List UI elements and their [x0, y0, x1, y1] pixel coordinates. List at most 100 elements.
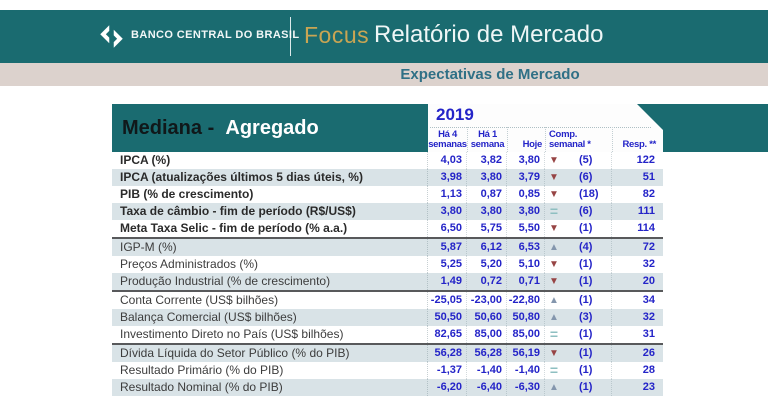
value-4-weeks-ago: -25,05 [428, 292, 467, 309]
value-1-week-ago: -1,40 [467, 362, 507, 379]
table-row: Taxa de câmbio - fim de período (R$/US$)… [112, 203, 663, 220]
weekly-comparison-count: (18) [567, 186, 612, 203]
value-today: 3,80 [507, 152, 545, 169]
value-today: 85,00 [507, 326, 545, 343]
value-4-weeks-ago: -6,20 [428, 379, 467, 396]
weekly-comparison-count: (3) [567, 309, 612, 326]
table-row: IPCA (atualizações últimos 5 dias úteis,… [112, 169, 663, 186]
table-row: Preços Administrados (%) 5,25 5,20 5,10 ▼ (1)… [112, 256, 663, 273]
value-today: 6,53 [507, 239, 545, 256]
table-row: Meta Taxa Selic - fim de período (% a.a.… [112, 220, 663, 237]
table-row: Investimento Direto no País (US$ bilhões… [112, 326, 663, 343]
respondents-count: 31 [642, 328, 655, 340]
table-header-band: Mediana - Agregado 2019 Há 4 semanas Há … [112, 104, 768, 152]
trend-down-icon: ▼ [549, 276, 559, 287]
table-row: Dívida Líquida do Setor Público (% do PI… [112, 345, 663, 362]
value-today: -22,80 [507, 292, 545, 309]
value-4-weeks-ago: 50,50 [428, 309, 467, 326]
table-title-median: Mediana - [122, 117, 215, 139]
trend-up-icon: ▲ [549, 295, 559, 306]
value-1-week-ago: 3,80 [467, 169, 507, 186]
col-header-weekly-comparison: Comp. semanal * [545, 127, 612, 152]
value-1-week-ago: 5,75 [467, 220, 507, 237]
table-row: IGP-M (%) 5,87 6,12 6,53 ▲ (4) 72 [112, 239, 663, 256]
trend-up-icon: ▲ [549, 242, 559, 253]
weekly-comparison-count: (4) [567, 239, 612, 256]
group-separator [112, 343, 663, 345]
value-today: 0,71 [507, 273, 545, 290]
value-4-weeks-ago: 1,49 [428, 273, 467, 290]
respondents-count: 26 [642, 347, 655, 359]
indicator-label: IPCA (atualizações últimos 5 dias úteis,… [112, 169, 428, 186]
value-today: 3,80 [507, 203, 545, 220]
col-header-respondents: Resp. ** [612, 127, 663, 152]
trend-up-icon: ▲ [549, 382, 559, 393]
value-1-week-ago: 0,72 [467, 273, 507, 290]
respondents-count: 72 [642, 241, 655, 253]
top-header-bar: BANCO CENTRAL DO BRASIL Focus Relatório … [0, 10, 768, 63]
value-4-weeks-ago: 3,80 [428, 203, 467, 220]
value-4-weeks-ago: 5,25 [428, 256, 467, 273]
report-title: Relatório de Mercado [374, 21, 604, 48]
bank-name: BANCO CENTRAL DO BRASIL [131, 29, 300, 41]
indicator-label: IPCA (%) [112, 152, 428, 169]
respondents-count: 32 [642, 311, 655, 323]
value-1-week-ago: 3,80 [467, 203, 507, 220]
weekly-comparison-count: (1) [567, 362, 612, 379]
value-today: 56,19 [507, 345, 545, 362]
trend-down-icon: ▼ [549, 223, 559, 234]
table-body: IPCA (%) 4,03 3,82 3,80 ▼ (5) 122 IPCA (atualiz… [112, 152, 663, 396]
respondents-count: 51 [642, 171, 655, 183]
value-4-weeks-ago: 3,98 [428, 169, 467, 186]
value-today: 5,10 [507, 256, 545, 273]
indicator-label: Preços Administrados (%) [112, 256, 428, 273]
table-row: IPCA (%) 4,03 3,82 3,80 ▼ (5) 122 [112, 152, 663, 169]
table-row: Balança Comercial (US$ bilhões) 50,50 50,6… [112, 309, 663, 326]
value-4-weeks-ago: 1,13 [428, 186, 467, 203]
value-1-week-ago: 85,00 [467, 326, 507, 343]
respondents-count: 32 [642, 258, 655, 270]
trend-down-icon: ▼ [549, 348, 559, 359]
value-4-weeks-ago: 4,03 [428, 152, 467, 169]
value-1-week-ago: -23,00 [467, 292, 507, 309]
trend-down-icon: ▼ [549, 155, 559, 166]
group-separator [112, 290, 663, 292]
table-row: Resultado Primário (% do PIB) -1,37 -1,40-… [112, 362, 663, 379]
header-divider [290, 17, 291, 56]
value-4-weeks-ago: -1,37 [428, 362, 467, 379]
indicator-label: Meta Taxa Selic - fim de período (% a.a.… [112, 220, 428, 237]
table-title-aggregate: Agregado [225, 117, 319, 139]
col-header-4-weeks: Há 4 semanas [428, 129, 467, 150]
indicator-label: Dívida Líquida do Setor Público (% do PI… [112, 345, 428, 362]
bcb-logo-icon [100, 25, 123, 48]
subheader-bar: Expectativas de Mercado [0, 63, 768, 86]
respondents-count: 82 [642, 188, 655, 200]
value-4-weeks-ago: 56,28 [428, 345, 467, 362]
trend-up-icon: ▲ [549, 312, 559, 323]
indicator-label: Conta Corrente (US$ bilhões) [112, 292, 428, 309]
table-row: PIB (% de crescimento) 1,13 0,87 0,85 ▼ (18) 8… [112, 186, 663, 203]
indicator-label: IGP-M (%) [112, 239, 428, 256]
value-1-week-ago: 6,12 [467, 239, 507, 256]
value-1-week-ago: 0,87 [467, 186, 507, 203]
col-header-today: Hoje [507, 127, 545, 152]
weekly-comparison-count: (1) [567, 345, 612, 362]
value-today: 0,85 [507, 186, 545, 203]
table-title: Mediana - Agregado [122, 104, 319, 152]
weekly-comparison-count: (1) [567, 256, 612, 273]
value-1-week-ago: -6,40 [467, 379, 507, 396]
weekly-comparison-count: (6) [567, 203, 612, 220]
respondents-count: 20 [642, 275, 655, 287]
trend-down-icon: ▼ [549, 172, 559, 183]
indicator-label: Produção Industrial (% de crescimento) [112, 273, 428, 290]
value-4-weeks-ago: 82,65 [428, 326, 467, 343]
group-separator [112, 237, 663, 239]
indicator-label: Balança Comercial (US$ bilhões) [112, 309, 428, 326]
respondents-count: 28 [642, 364, 655, 376]
respondents-count: 23 [642, 381, 655, 393]
weekly-comparison-count: (6) [567, 169, 612, 186]
subheader-title: Expectativas de Mercado [400, 66, 580, 83]
weekly-comparison-count: (1) [567, 220, 612, 237]
value-1-week-ago: 56,28 [467, 345, 507, 362]
